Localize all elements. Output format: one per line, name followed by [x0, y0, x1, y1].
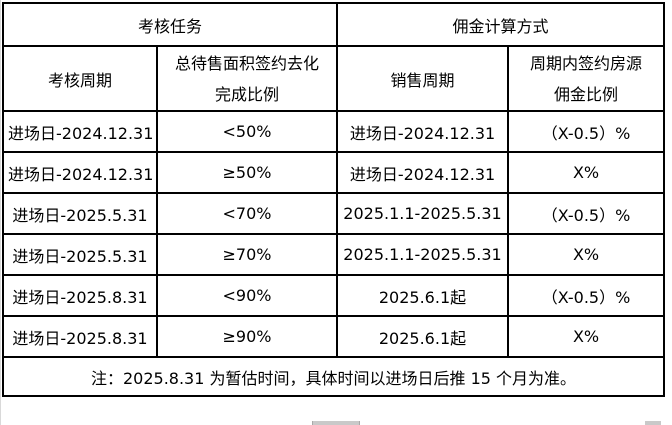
cell-commission-rate: （X-0.5）%	[507, 274, 666, 317]
cell-sales-period: 2025.1.1-2025.5.31	[336, 233, 510, 276]
cell-commission-rate: X%	[507, 315, 666, 358]
cell-completion-ratio: <90%	[155, 274, 339, 317]
cell-commission-rate: （X-0.5）%	[507, 192, 666, 235]
table-row: 进场日-2024.12.31 ≥50% 进场日-2024.12.31 X%	[2, 151, 666, 194]
header-commission-rate-line2: 佣金比例	[554, 84, 619, 104]
header-completion-ratio-line1: 总待售面积签约去化	[175, 53, 320, 73]
table-row-column-header: 考核周期 总待售面积签约去化 完成比例 销售周期 周期内签约房源 佣金比例	[2, 45, 666, 112]
cell-completion-ratio: <50%	[155, 110, 339, 153]
screenshot-artifact-corner	[645, 421, 661, 425]
table-row: 进场日-2025.5.31 ≥70% 2025.1.1-2025.5.31 X%	[2, 233, 666, 276]
table-row: 进场日-2025.8.31 ≥90% 2025.6.1起 X%	[2, 315, 666, 358]
cell-sales-period: 进场日-2024.12.31	[336, 151, 510, 194]
header-assessment-period: 考核周期	[2, 45, 158, 112]
cell-assessment-period: 进场日-2024.12.31	[2, 151, 158, 194]
cell-sales-period: 2025.1.1-2025.5.31	[336, 192, 510, 235]
cell-assessment-period: 进场日-2025.5.31	[2, 192, 158, 235]
cell-assessment-period: 进场日-2025.8.31	[2, 274, 158, 317]
cell-completion-ratio: ≥50%	[155, 151, 339, 194]
screenshot-artifact-bar	[312, 421, 360, 425]
cell-sales-period: 2025.6.1起	[336, 274, 510, 317]
cell-completion-ratio: <70%	[155, 192, 339, 235]
header-commission-rate: 周期内签约房源 佣金比例	[507, 45, 666, 112]
header-sales-period: 销售周期	[336, 45, 510, 112]
header-completion-ratio: 总待售面积签约去化 完成比例	[155, 45, 339, 112]
page-edge-line	[0, 0, 1, 425]
cell-assessment-period: 进场日-2025.5.31	[2, 233, 158, 276]
header-completion-ratio-line2: 完成比例	[215, 84, 280, 104]
cell-completion-ratio: ≥90%	[155, 315, 339, 358]
cell-completion-ratio: ≥70%	[155, 233, 339, 276]
header-task-group: 考核任务	[1, 2, 339, 47]
cell-commission-rate: X%	[507, 233, 666, 276]
cell-commission-rate: X%	[507, 151, 666, 194]
header-commission-group: 佣金计算方式	[336, 2, 666, 47]
table-row-note: 注：2025.8.31 为暂估时间，具体时间以进场日后推 15 个月为准。	[1, 356, 666, 397]
cell-assessment-period: 进场日-2024.12.31	[2, 110, 158, 153]
commission-assessment-table: 考核任务 佣金计算方式 考核周期 总待售面积签约去化 完成比例 销售周期 周期内…	[1, 2, 666, 397]
table-footnote: 注：2025.8.31 为暂估时间，具体时间以进场日后推 15 个月为准。	[1, 356, 666, 397]
table-row: 进场日-2025.8.31 <90% 2025.6.1起 （X-0.5）%	[2, 274, 666, 317]
header-commission-rate-line1: 周期内签约房源	[530, 53, 643, 73]
table-row: 进场日-2024.12.31 <50% 进场日-2024.12.31 （X-0.…	[2, 110, 666, 153]
table-row: 进场日-2025.5.31 <70% 2025.1.1-2025.5.31 （X…	[2, 192, 666, 235]
cell-commission-rate: （X-0.5）%	[507, 110, 666, 153]
table-row-group-header: 考核任务 佣金计算方式	[1, 2, 666, 47]
cell-assessment-period: 进场日-2025.8.31	[2, 315, 158, 358]
cell-sales-period: 2025.6.1起	[336, 315, 510, 358]
cell-sales-period: 进场日-2024.12.31	[336, 110, 510, 153]
